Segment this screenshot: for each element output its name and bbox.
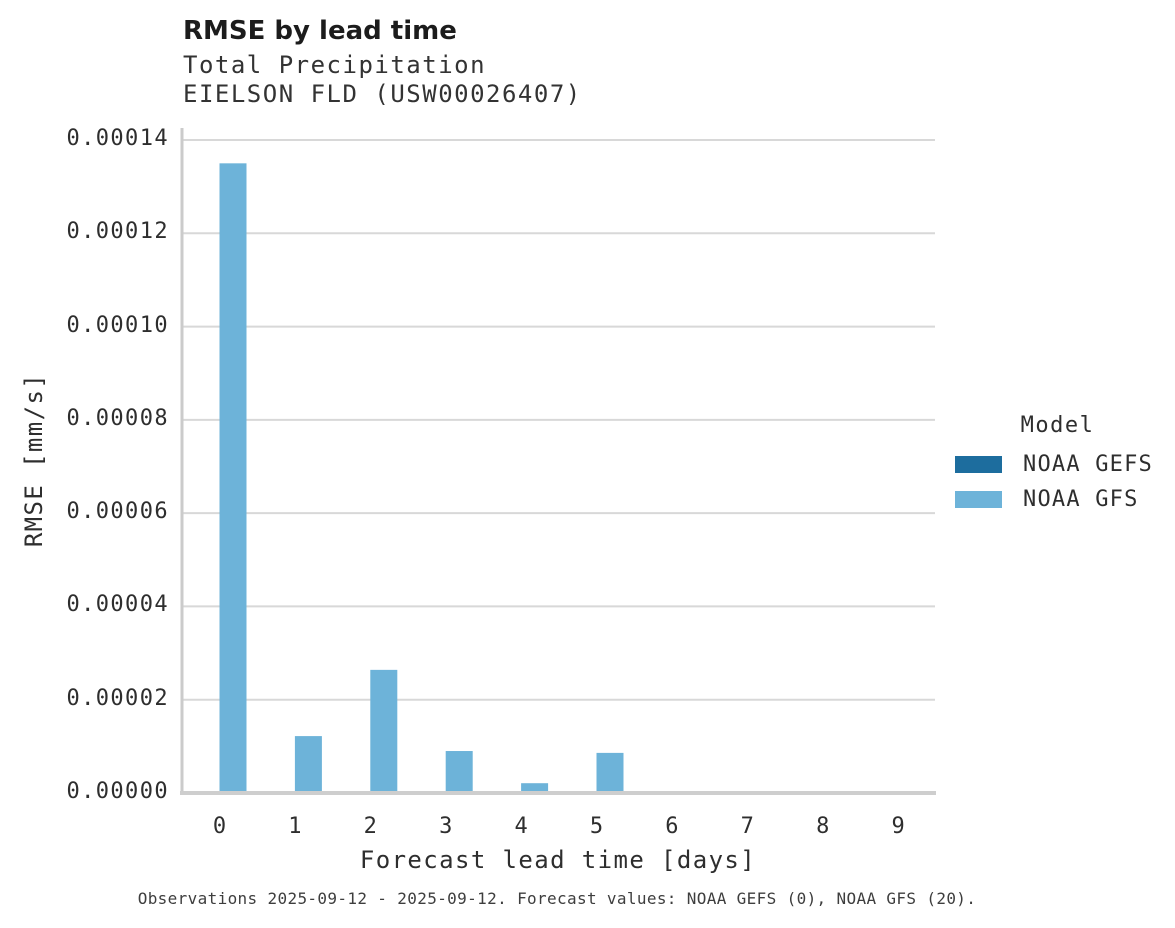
y-tick-label: 0.00004: [66, 592, 169, 618]
legend: Model NOAA GEFS NOAA GFS: [955, 413, 1160, 521]
footer-note: Observations 2025-09-12 - 2025-09-12. Fo…: [137, 889, 977, 908]
y-tick-label: 0.00012: [66, 219, 169, 245]
bar-noaa-gfs-lead-5: [596, 752, 624, 793]
x-tick-label: 8: [816, 814, 830, 839]
x-tick-label: 9: [891, 814, 905, 839]
y-tick-label: 0.00014: [66, 126, 169, 151]
x-tick-label: 4: [514, 814, 528, 839]
bar-noaa-gfs-lead-4: [521, 783, 549, 793]
bar-noaa-gfs-lead-1: [294, 736, 322, 793]
y-tick-label: 0.00010: [66, 312, 169, 338]
y-tick-label: 0.00006: [66, 499, 169, 525]
x-tick-label: 0: [212, 814, 227, 839]
y-tick-label: 0.00008: [66, 405, 169, 431]
x-tick-label: 5: [589, 814, 604, 839]
bar-noaa-gfs-lead-0: [219, 163, 247, 794]
y-tick-label: 0.00000: [66, 779, 169, 804]
x-axis-title: Forecast lead time [days]: [359, 846, 757, 874]
legend-title: Model: [1020, 413, 1095, 438]
legend-label-noaa-gfs: NOAA GFS: [1023, 486, 1139, 512]
legend-swatch-noaa-gefs: [955, 455, 1002, 473]
y-tick-label: 0.00002: [66, 685, 169, 711]
bar-noaa-gfs-lead-3: [445, 751, 473, 793]
x-tick-label: 6: [665, 814, 679, 839]
x-tick-label: 7: [740, 814, 754, 839]
legend-label-noaa-gefs: NOAA GEFS: [1023, 451, 1154, 477]
x-tick-label: 3: [439, 814, 453, 839]
bar-noaa-gfs-lead-2: [370, 669, 398, 793]
chart-title: RMSE by lead time: [183, 16, 457, 46]
x-tick-label: 2: [363, 814, 377, 839]
legend-item-noaa-gefs: NOAA GEFS: [955, 451, 1160, 477]
chart-subtitle-station: EIELSON FLD (USW00026407): [183, 80, 582, 108]
x-tick-label: 1: [288, 814, 302, 839]
legend-item-noaa-gfs: NOAA GFS: [955, 486, 1160, 512]
chart-subtitle-variable: Total Precipitation: [183, 51, 487, 79]
legend-swatch-noaa-gfs: [955, 490, 1002, 508]
